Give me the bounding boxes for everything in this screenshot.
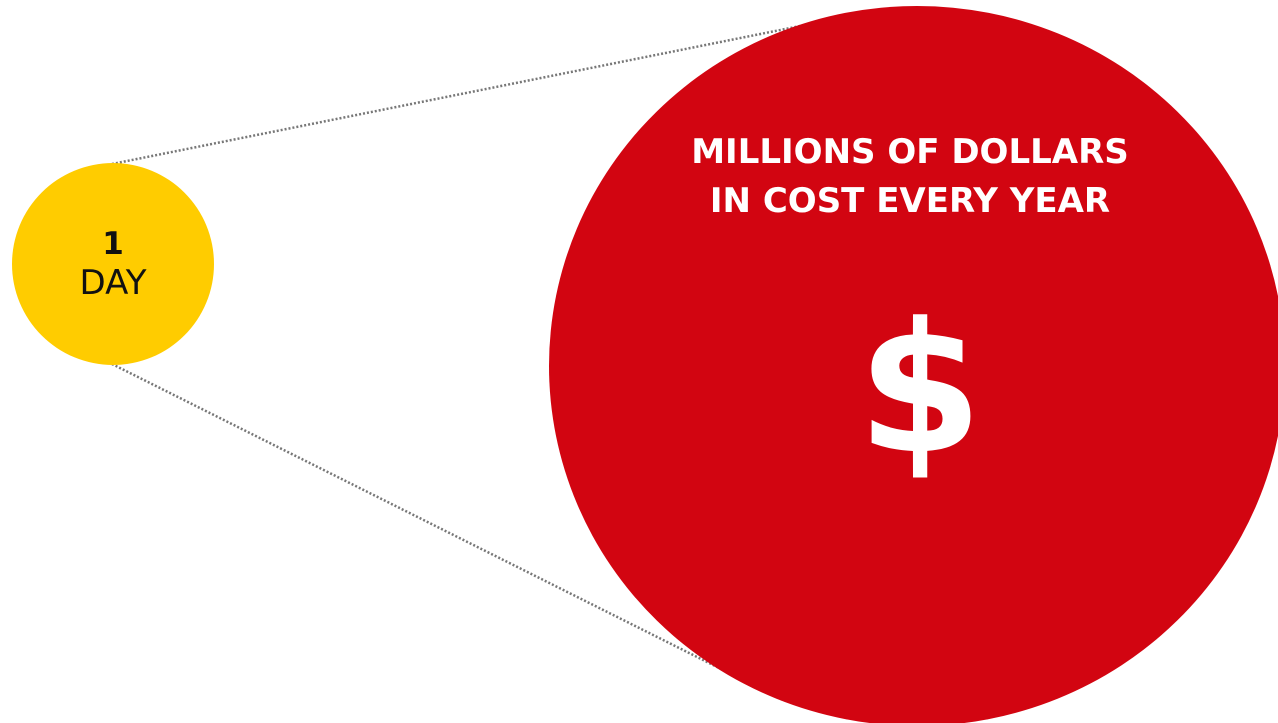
- time-number: 1: [102, 226, 124, 262]
- cost-circle: [549, 6, 1278, 723]
- cost-caption-line-1: MILLIONS OF DOLLARS: [691, 132, 1129, 172]
- time-circle: 1 DAY: [12, 163, 214, 365]
- dollar-icon: $: [857, 285, 983, 494]
- connector-line-bottom: [111, 362, 784, 702]
- cost-caption-line-2: IN COST EVERY YEAR: [709, 181, 1111, 221]
- time-unit: DAY: [79, 263, 147, 303]
- connector-line-top: [111, 7, 886, 166]
- cost-caption: MILLIONS OF DOLLARS IN COST EVERY YEAR: [640, 128, 1180, 226]
